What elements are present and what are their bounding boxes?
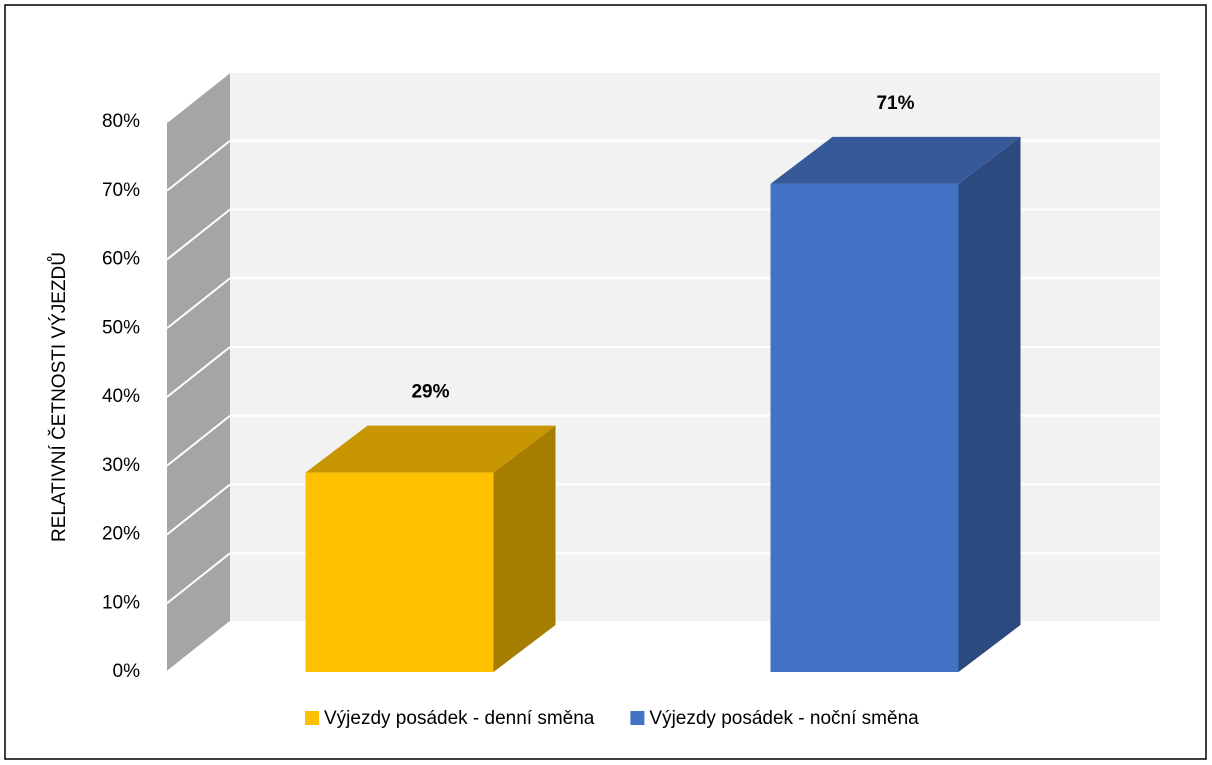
grid-line xyxy=(166,621,231,673)
y-tick-label: 60% xyxy=(102,249,140,270)
legend-label: Výjezdy posádek - noční směna xyxy=(649,708,919,729)
legend-swatch xyxy=(305,711,319,725)
y-tick-label: 0% xyxy=(113,661,141,682)
y-tick-label: 30% xyxy=(102,455,140,476)
y-tick-label: 80% xyxy=(102,111,140,132)
legend-swatch xyxy=(630,711,645,725)
legend-label: Výjezdy posádek - denní směna xyxy=(324,708,595,729)
bar xyxy=(770,183,959,672)
grid-line xyxy=(166,414,231,467)
y-tick-label: 10% xyxy=(102,592,140,613)
y-tick-label: 20% xyxy=(102,524,140,545)
y-tick-label: 70% xyxy=(102,180,140,201)
data-label: 71% xyxy=(876,93,914,114)
grid-line xyxy=(166,277,231,330)
y-axis-label: RELATIVNÍ ČETNOSTI VÝJEZDŮ xyxy=(48,252,70,542)
data-label: 29% xyxy=(411,382,449,403)
grid-line xyxy=(166,346,231,398)
bar-top xyxy=(305,425,556,473)
bar-top xyxy=(770,136,1021,184)
grid-line xyxy=(166,208,231,261)
y-tick-label: 50% xyxy=(102,317,140,338)
bar-side xyxy=(958,136,1021,672)
grid-line xyxy=(166,552,231,605)
grid-line xyxy=(166,71,231,123)
bar-side xyxy=(493,425,556,672)
grid-line xyxy=(166,483,231,536)
bar xyxy=(305,472,494,672)
y-tick-label: 40% xyxy=(102,386,140,407)
grid-line xyxy=(166,139,231,192)
